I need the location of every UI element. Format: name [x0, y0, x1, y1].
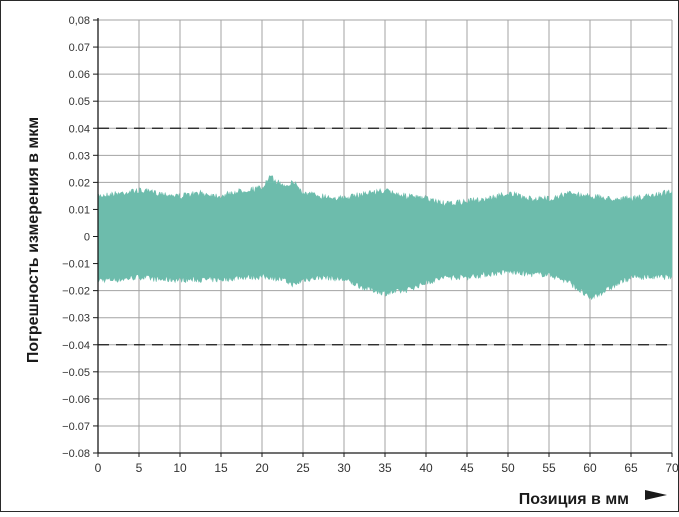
y-tick-label: 0.04	[69, 123, 90, 135]
y-tick-label: −0.02	[62, 286, 90, 298]
x-tick-label: 50	[501, 461, 515, 475]
y-tick-label: 0.01	[69, 204, 90, 216]
x-tick-label: 70	[665, 461, 679, 475]
x-axis-label: Позиция в мм	[519, 491, 629, 508]
y-tick-label: 0.03	[69, 150, 90, 162]
y-tick-label: 0.02	[69, 177, 90, 189]
x-tick-label: 60	[583, 461, 597, 475]
plot-series	[97, 175, 673, 301]
y-tick-label: −0.03	[62, 313, 90, 325]
x-tick-label: 5	[136, 461, 143, 475]
y-tick-label: −0.05	[62, 367, 90, 379]
y-tick-label: −0.01	[62, 259, 90, 271]
y-tick-label: 0.05	[69, 96, 90, 108]
tolerance-lines	[98, 127, 672, 346]
x-tick-labels: 0 5 10 15 20 25 30 35 40 45 50 55 60 65 70	[95, 461, 679, 475]
y-axis-label: Погрешность измерения в мкм	[25, 117, 42, 363]
x-tick-label: 65	[624, 461, 638, 475]
x-tick-label: 25	[296, 461, 310, 475]
x-tick-label: 30	[337, 461, 351, 475]
arrow-right-icon	[645, 490, 667, 500]
y-tick-label: −0.06	[62, 394, 90, 406]
x-tick-label: 0	[95, 461, 102, 475]
x-tick-label: 20	[255, 461, 269, 475]
x-tick-label: 45	[460, 461, 474, 475]
y-tick-label: −0.04	[62, 340, 90, 352]
x-tick-label: 35	[378, 461, 392, 475]
x-tick-label: 55	[542, 461, 556, 475]
y-tick-label: 0	[84, 232, 90, 244]
y-tick-label: 0,08	[69, 15, 90, 27]
y-tick-labels: 0,08 0.07 0.06 0.05 0.04 0.03 0.02 0.01 0 −0.01 −0…	[62, 15, 90, 460]
y-tick-label: 0.06	[69, 69, 90, 81]
x-tick-label: 15	[214, 461, 228, 475]
axes	[93, 18, 673, 457]
x-tick-label: 10	[173, 461, 187, 475]
x-tick-label: 40	[419, 461, 433, 475]
error-band-series-1	[97, 175, 673, 301]
y-tick-label: 0.07	[69, 42, 90, 54]
y-tick-label: −0.08	[62, 448, 90, 460]
y-tick-label: −0.07	[62, 421, 90, 433]
